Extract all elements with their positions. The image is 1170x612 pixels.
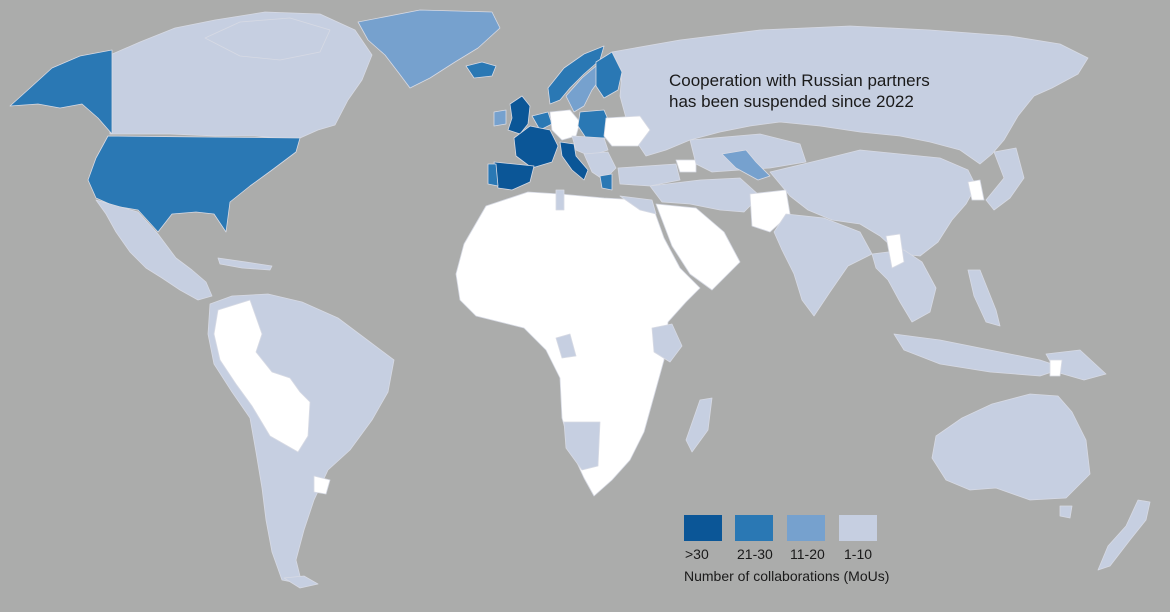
egypt-region <box>619 195 657 215</box>
andean-region <box>213 299 311 453</box>
southeast-asia-region <box>871 249 937 323</box>
legend-title: Number of collaborations (MoUs) <box>684 568 890 584</box>
portugal-region <box>487 163 499 187</box>
madagascar-region <box>685 397 713 453</box>
legend-swatch-21-30 <box>735 515 773 541</box>
iceland-region <box>465 61 497 79</box>
alaska-region <box>9 49 113 135</box>
annotation-line-1: Cooperation with Russian partners <box>669 71 930 90</box>
italy-region <box>559 141 589 181</box>
arabia-region <box>655 203 741 291</box>
korea-region <box>967 179 985 201</box>
png-white-region <box>1049 359 1063 377</box>
russia-annotation: Cooperation with Russian partners has be… <box>669 70 930 112</box>
australia-region <box>931 393 1091 501</box>
turkey-region <box>617 163 681 187</box>
uk-region <box>507 95 531 135</box>
legend-label-1-10: 1-10 <box>844 546 873 562</box>
kenya-region <box>651 323 683 363</box>
germany-region <box>549 109 581 141</box>
middle-east-region <box>649 177 761 213</box>
arctic-islands-region <box>204 17 331 61</box>
greenland-region <box>357 9 501 89</box>
tunisia-region <box>555 189 565 211</box>
map-legend: >30 21-30 11-20 1-10 Number of collabora… <box>684 515 904 595</box>
south-africa-region <box>563 421 601 471</box>
tasmania-region <box>1059 505 1073 519</box>
spain-region <box>493 161 535 191</box>
legend-swatch-1-10 <box>839 515 877 541</box>
indonesia-region <box>893 333 1065 377</box>
thailand-region <box>885 233 905 269</box>
ireland-region <box>493 109 507 127</box>
greece-region <box>599 173 613 191</box>
legend-label-over-30: >30 <box>685 546 709 562</box>
philippines-region <box>967 269 1001 327</box>
cameroon-region <box>555 333 577 359</box>
legend-label-21-30: 21-30 <box>737 546 773 562</box>
legend-swatch-over-30 <box>684 515 722 541</box>
china-region <box>769 149 977 257</box>
uruguay-region <box>313 475 331 495</box>
southern-tip-region <box>283 575 319 589</box>
legend-label-11-20: 11-20 <box>790 546 825 562</box>
ukraine-region <box>603 115 651 147</box>
japan-region <box>985 147 1025 211</box>
usa-region <box>87 135 301 233</box>
uzbekistan-region <box>721 149 771 181</box>
india-region <box>773 213 873 317</box>
legend-swatch-11-20 <box>787 515 825 541</box>
norway-region <box>547 45 605 105</box>
annotation-line-2: has been suspended since 2022 <box>669 92 914 111</box>
mexico-region <box>95 199 213 301</box>
caucasus-region <box>675 159 697 173</box>
france-region <box>513 125 559 169</box>
russia-region <box>611 25 1089 165</box>
caribbean-region <box>217 257 273 271</box>
new-zealand-region <box>1097 499 1151 571</box>
